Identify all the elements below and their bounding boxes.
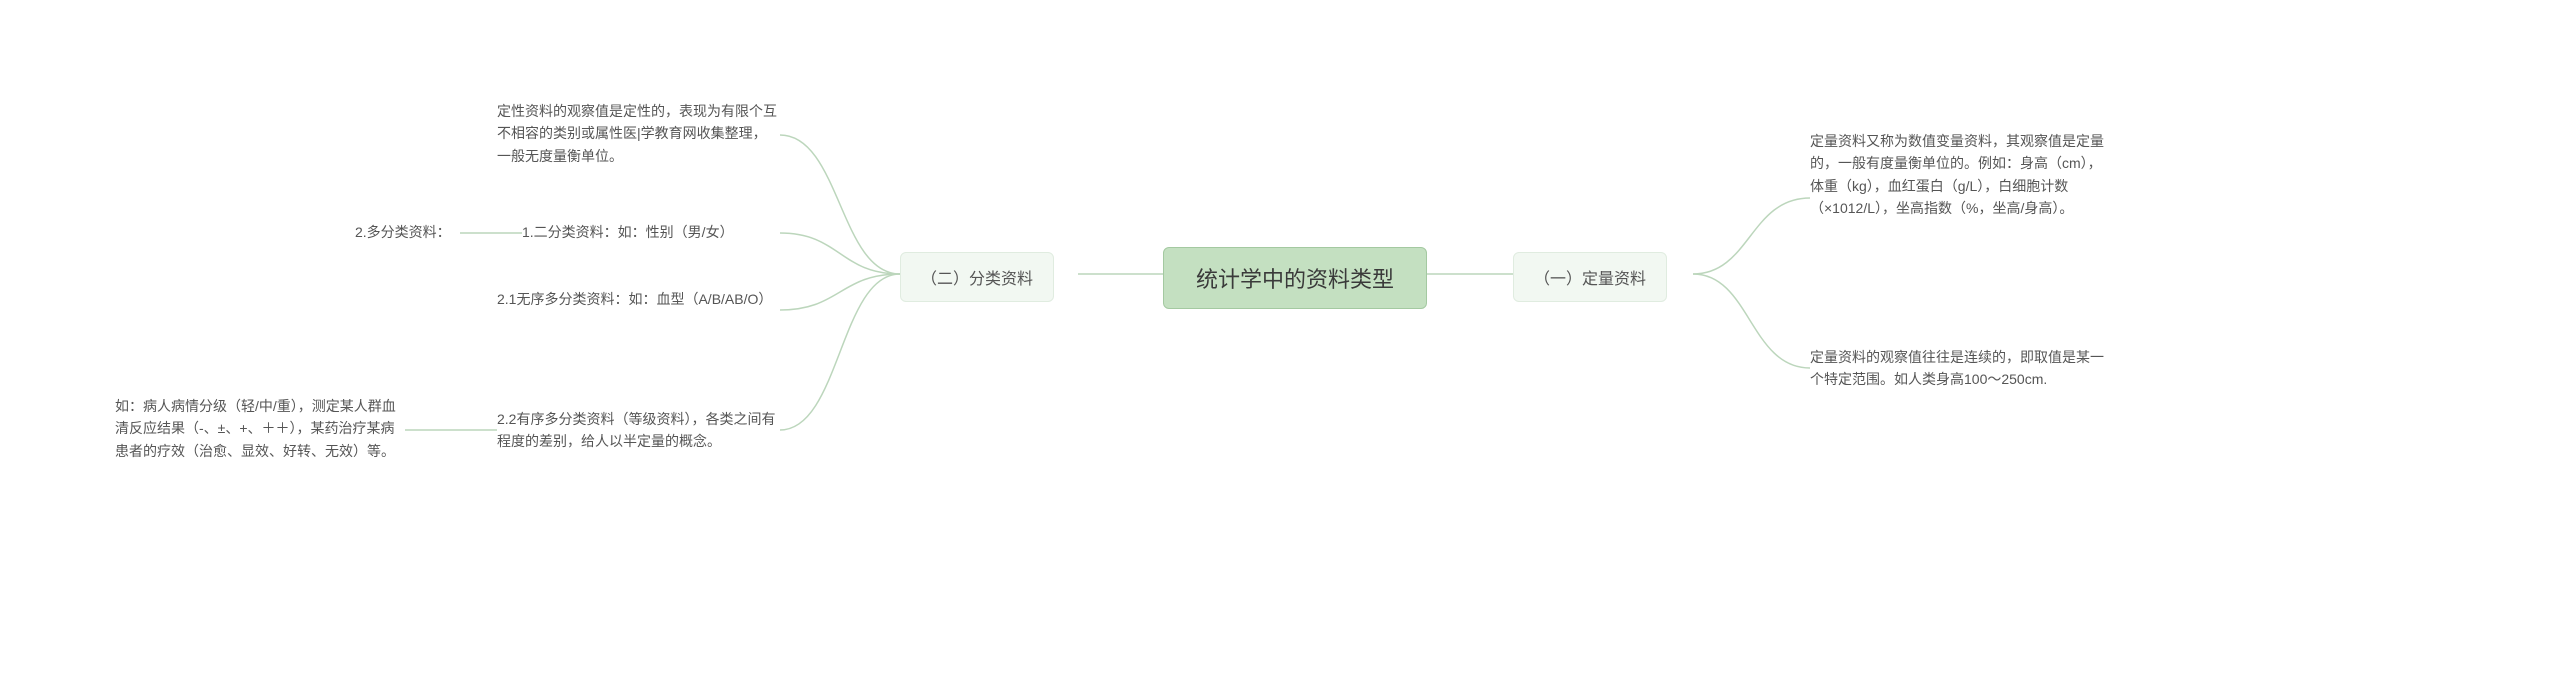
branch-categorical: （二）分类资料 (900, 252, 1054, 302)
leaf-qualitative-definition-text: 定性资料的观察值是定性的，表现为有限个互不相容的类别或属性医|学教育网收集整理，… (497, 103, 777, 164)
root-node: 统计学中的资料类型 (1163, 247, 1427, 309)
leaf-quant-definition-text: 定量资料又称为数值变量资料，其观察值是定量的，一般有度量衡单位的。例如：身高（c… (1810, 133, 2104, 216)
branch-quantitative-label: （一）定量资料 (1534, 271, 1646, 288)
root-label: 统计学中的资料类型 (1196, 267, 1394, 292)
leaf-quant-continuous: 定量资料的观察值往往是连续的，即取值是某一个特定范围。如人类身高100～250c… (1810, 346, 2110, 391)
branch-quantitative: （一）定量资料 (1513, 252, 1667, 302)
leaf-quant-continuous-text: 定量资料的观察值往往是连续的，即取值是某一个特定范围。如人类身高100～250c… (1810, 349, 2104, 387)
leaf-binary-text: 1.二分类资料：如：性别（男/女） (522, 224, 734, 240)
branch-categorical-label: （二）分类资料 (921, 271, 1033, 288)
connectors (0, 0, 2560, 688)
leaf-multi-label: 2.多分类资料： (355, 222, 451, 242)
leaf-unordered-multi: 2.1无序多分类资料：如：血型（A/B/AB/O） (497, 288, 780, 310)
leaf-ordered-example: 如：病人病情分级（轻/中/重），测定某人群血清反应结果（-、±、+、＋＋），某药… (115, 395, 405, 462)
leaf-ordered-example-text: 如：病人病情分级（轻/中/重），测定某人群血清反应结果（-、±、+、＋＋），某药… (115, 398, 396, 459)
leaf-ordered-multi-text: 2.2有序多分类资料（等级资料），各类之间有程度的差别，给人以半定量的概念。 (497, 411, 775, 449)
leaf-multi-label-text: 2.多分类资料： (355, 224, 451, 240)
leaf-qualitative-definition: 定性资料的观察值是定性的，表现为有限个互不相容的类别或属性医|学教育网收集整理，… (497, 100, 780, 167)
leaf-ordered-multi: 2.2有序多分类资料（等级资料），各类之间有程度的差别，给人以半定量的概念。 (497, 408, 780, 453)
leaf-unordered-multi-text: 2.1无序多分类资料：如：血型（A/B/AB/O） (497, 291, 772, 307)
leaf-binary: 1.二分类资料：如：性别（男/女） (522, 222, 734, 242)
leaf-quant-definition: 定量资料又称为数值变量资料，其观察值是定量的，一般有度量衡单位的。例如：身高（c… (1810, 130, 2110, 220)
